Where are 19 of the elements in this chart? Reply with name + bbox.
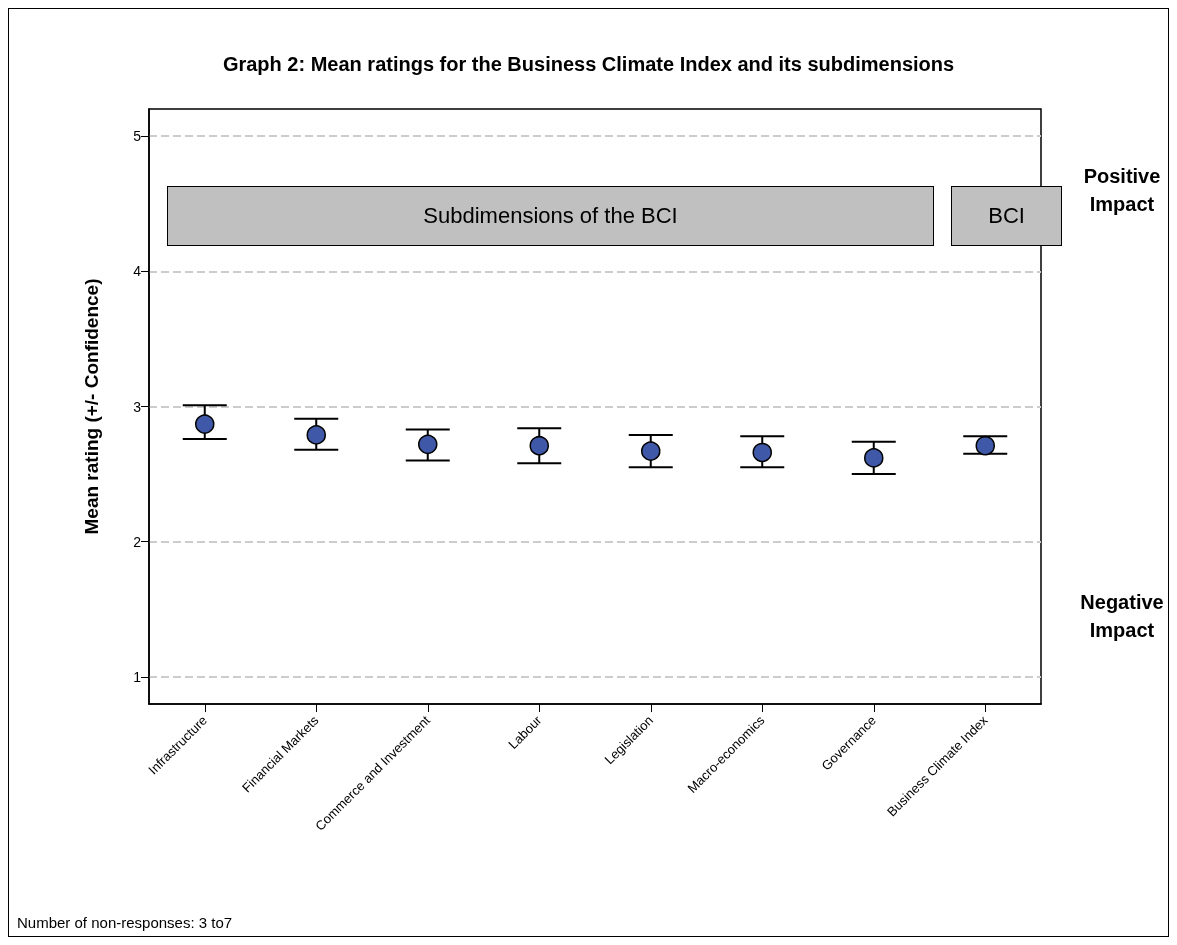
text: Negative Impact [1080, 591, 1164, 642]
label-box: Subdimensions of the BCI [166, 186, 935, 246]
y-tick-label: 2 [133, 533, 142, 550]
y-tick-label: 5 [133, 128, 142, 145]
y-tick-label: 4 [133, 263, 142, 280]
annotation: Subdimensions of the BCI [423, 203, 678, 230]
y-tick-label: 1 [133, 668, 142, 685]
annotation: BCI [988, 203, 1025, 230]
text: Number of non-responses: 3 to7 [17, 914, 233, 931]
label-box: BCI [950, 186, 1063, 246]
text: Positive Impact [1083, 165, 1161, 216]
point [306, 425, 326, 445]
y-tick-label: 3 [133, 398, 142, 415]
chart-title: Graph 2: Mean ratings for the Business Climate Index and its subdimensions [222, 53, 955, 75]
point [418, 434, 438, 455]
point [195, 414, 215, 434]
y-axis-title: Mean rating (+/- Confidence) [81, 278, 102, 535]
point [752, 442, 772, 463]
point [975, 435, 995, 456]
